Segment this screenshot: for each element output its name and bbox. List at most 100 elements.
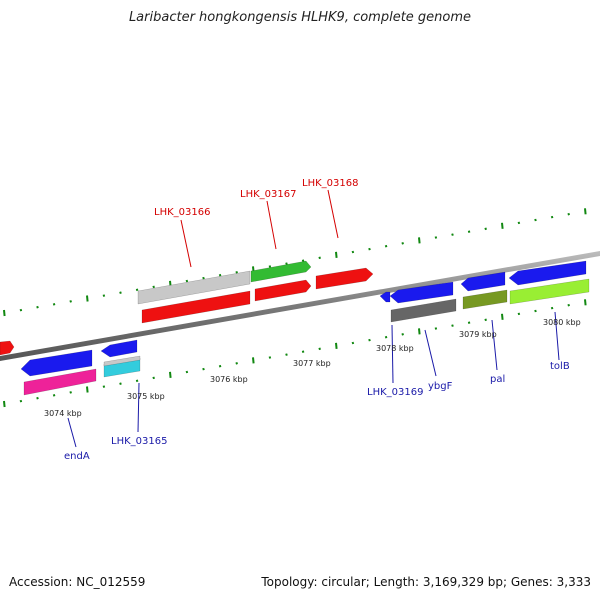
scale-tick: [152, 285, 155, 289]
gene-arrow-ybgf-blue: [389, 281, 454, 304]
scale-tick: [368, 247, 371, 251]
scale-tick: [19, 308, 23, 312]
connector-lhk03165: [137, 382, 140, 433]
scale-tick: [451, 233, 454, 236]
scale-tick: [3, 309, 6, 317]
scale-tick: [218, 273, 222, 277]
scale-tick: [451, 324, 454, 327]
scale-tick: [52, 303, 56, 306]
scale-label-3080: 3080 kbp: [543, 318, 581, 327]
scale-tick: [135, 379, 139, 383]
gene-arrow-lhk03169-blue: [379, 291, 391, 303]
scale-tick: [36, 396, 39, 400]
scale-label-3076: 3076 kbp: [210, 375, 248, 384]
scale-tick: [418, 328, 421, 335]
scale-tick: [517, 312, 521, 316]
connector-tolb: [554, 311, 560, 361]
scale-tick: [119, 291, 122, 294]
scale-tick: [318, 347, 321, 351]
scale-label-3078: 3078 kbp: [376, 344, 414, 353]
scale-tick: [501, 313, 504, 320]
gene-labels: LHK_03166 LHK_03167 LHK_03168 LHK_03165 …: [64, 178, 570, 462]
gene-arrow-enda-blue: [20, 349, 93, 377]
scale-tick: [268, 265, 272, 268]
connector-enda: [67, 417, 77, 448]
gene-arrow-lhk03168-red: [315, 267, 374, 290]
scale-tick: [318, 256, 321, 260]
connector-lhk03168: [327, 189, 339, 239]
gene-features: [0, 260, 590, 396]
connector-lhk03166: [180, 219, 192, 268]
scale-tick: [401, 333, 404, 336]
scale-tick: [401, 242, 404, 245]
scale-tick: [86, 386, 89, 393]
scale-tick: [467, 321, 471, 324]
scale-tick: [584, 208, 587, 215]
scale-tick: [285, 262, 288, 265]
gene-arrow-lhk03167-green: [250, 260, 312, 283]
scale-tick: [384, 335, 388, 339]
gene-arrow-ybgf-darkgray: [390, 298, 457, 323]
connector-lhk03167: [266, 200, 277, 250]
scale-tick: [484, 318, 487, 322]
scale-tick: [384, 244, 388, 248]
scale-tick: [335, 251, 338, 258]
gene-label-pal: pal: [490, 374, 505, 385]
lower-tick-row: [3, 299, 587, 408]
scale-tick: [252, 357, 255, 364]
gene-arrow-lhk03167-red: [254, 279, 312, 302]
scale-label-3079: 3079 kbp: [459, 330, 497, 339]
scale-tick: [119, 382, 122, 385]
scale-tick: [517, 221, 521, 225]
scale-labels: 3074 kbp 3075 kbp 3076 kbp 3077 kbp 3078…: [44, 318, 581, 418]
scale-tick: [185, 279, 189, 283]
scale-tick: [534, 218, 537, 222]
scale-label-3077: 3077 kbp: [293, 359, 331, 368]
scale-tick: [202, 276, 205, 280]
scale-tick: [550, 306, 554, 310]
connector-ybgf: [424, 329, 437, 377]
map-title: Laribacter hongkongensis HLHK9, complete…: [128, 10, 472, 25]
scale-tick: [102, 294, 106, 297]
scale-tick: [52, 394, 56, 397]
gene-arrow-pal-olive: [462, 289, 508, 310]
scale-tick: [19, 399, 23, 403]
gene-arrow-left-edge: [0, 340, 15, 356]
connector-pal: [491, 319, 498, 371]
scale-tick: [152, 376, 155, 380]
scale-tick: [434, 327, 438, 330]
label-connectors: [67, 189, 560, 448]
scale-tick: [135, 288, 139, 292]
scale-label-3075: 3075 kbp: [127, 392, 165, 401]
scale-tick: [218, 364, 222, 368]
scale-tick: [351, 250, 355, 254]
gene-label-lhk03168: LHK_03168: [302, 178, 358, 189]
gene-label-lhk03167: LHK_03167: [240, 189, 296, 200]
scale-tick: [69, 391, 72, 394]
scale-tick: [202, 367, 205, 371]
gene-arrow-lhk03165-gray: [103, 355, 141, 367]
scale-tick: [368, 338, 371, 342]
gene-arrow-lhk03166-red: [141, 290, 251, 324]
gene-arrow-lhk03165-blue: [100, 339, 138, 358]
scale-tick: [567, 303, 570, 307]
gene-arrow-tolb-lime: [509, 278, 590, 305]
scale-tick: [69, 300, 72, 303]
scale-tick: [235, 271, 238, 274]
genome-backbone: [0, 251, 600, 361]
connector-lhk03169: [391, 324, 394, 384]
gene-label-lhk03169: LHK_03169: [367, 387, 423, 398]
scale-tick: [102, 385, 106, 388]
gene-arrow-enda-magenta: [23, 368, 97, 396]
scale-tick: [169, 371, 172, 378]
scale-tick: [235, 362, 238, 365]
scale-tick: [534, 309, 537, 313]
scale-tick: [335, 342, 338, 349]
topology-summary: Topology: circular; Length: 3,169,329 bp…: [261, 575, 591, 589]
scale-tick: [36, 305, 39, 309]
scale-tick: [268, 356, 272, 359]
scale-tick: [301, 259, 305, 262]
gene-label-ybgf: ybgF: [428, 381, 453, 392]
scale-tick: [584, 299, 587, 306]
scale-tick: [351, 341, 355, 345]
